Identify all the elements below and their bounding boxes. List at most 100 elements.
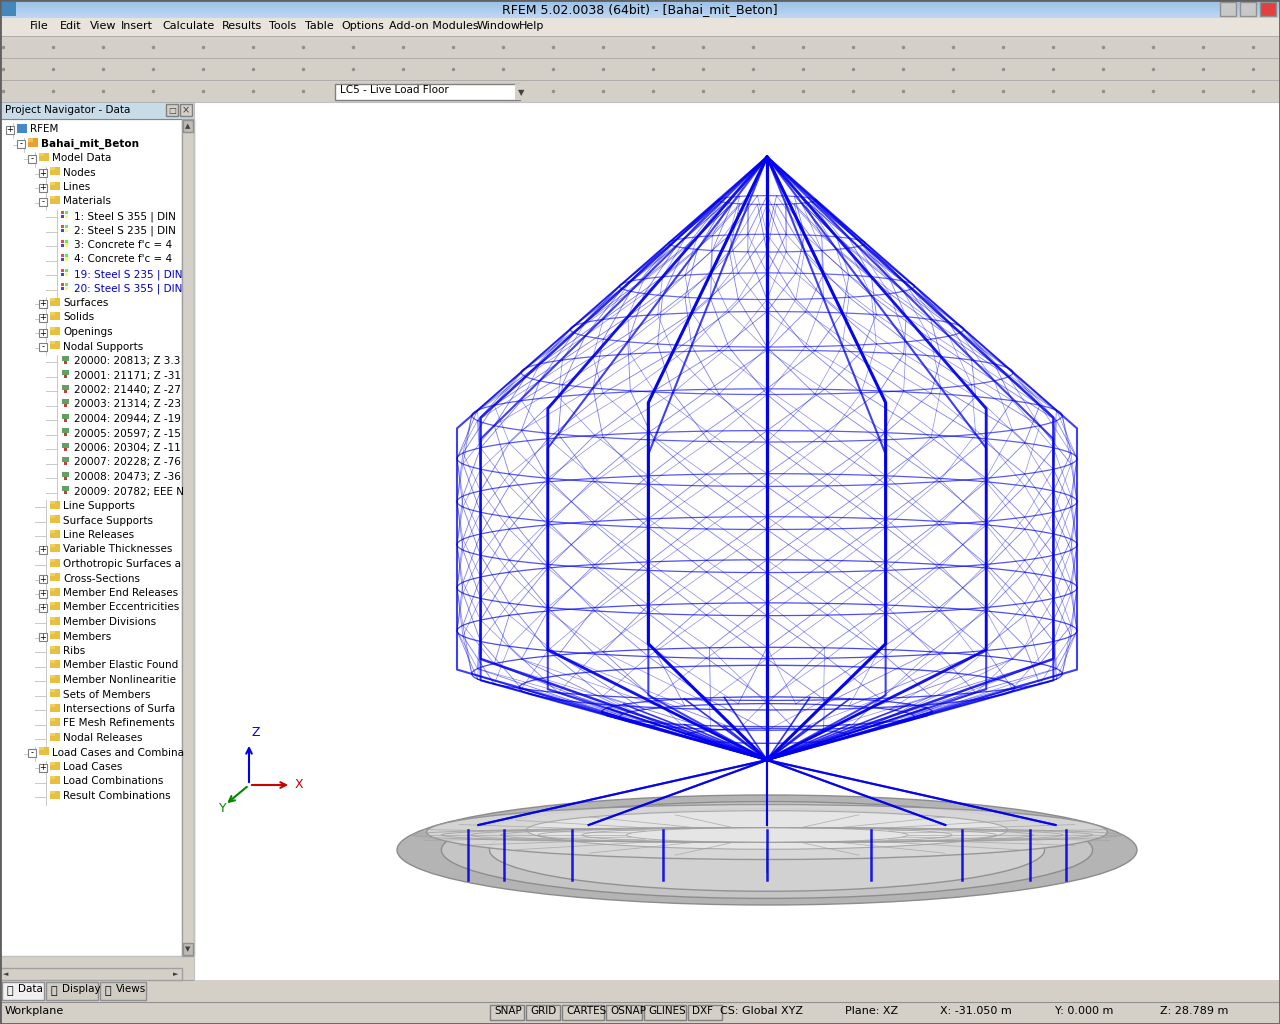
Bar: [50, 573, 60, 581]
Bar: [38, 329, 47, 337]
Text: 20006: 20304; Z -11: 20006: 20304; Z -11: [74, 443, 180, 453]
Bar: [3, 2, 15, 16]
Bar: [0, 58, 1280, 80]
Bar: [28, 155, 36, 163]
Bar: [65, 254, 68, 257]
Text: Lines: Lines: [63, 182, 91, 193]
Text: File: File: [29, 22, 49, 31]
Bar: [50, 602, 60, 610]
Text: Insert: Insert: [120, 22, 152, 31]
Text: 4: Concrete f'c = 4⁠: 4: Concrete f'c = 4⁠: [74, 255, 172, 264]
Bar: [50, 660, 60, 668]
Bar: [50, 675, 55, 678]
Bar: [50, 776, 60, 784]
Bar: [65, 273, 68, 276]
Text: Plane: XZ: Plane: XZ: [845, 1006, 899, 1016]
Bar: [50, 791, 55, 794]
Text: CS: Global XYZ: CS: Global XYZ: [719, 1006, 803, 1016]
Bar: [38, 590, 47, 598]
Text: +: +: [40, 299, 46, 308]
Bar: [64, 477, 67, 480]
Bar: [50, 515, 55, 518]
Bar: [61, 399, 69, 404]
Text: OSNAP: OSNAP: [611, 1006, 646, 1016]
Text: Member End Releases: Member End Releases: [63, 588, 178, 598]
Text: +: +: [40, 183, 46, 193]
Bar: [65, 211, 68, 214]
Bar: [183, 120, 193, 132]
Bar: [605, 1005, 643, 1020]
Text: Member Nonlinearitie: Member Nonlinearitie: [63, 675, 177, 685]
Bar: [50, 762, 60, 770]
Bar: [61, 472, 69, 477]
Text: 20004: 20944; Z -19: 20004: 20944; Z -19: [74, 414, 180, 424]
Bar: [50, 196, 60, 204]
Bar: [50, 776, 55, 779]
Bar: [3, 982, 44, 1000]
Text: 20001: 21171; Z -31: 20001: 21171; Z -31: [74, 371, 180, 381]
Text: Line Releases: Line Releases: [63, 530, 134, 540]
Text: 20002: 21440; Z -27: 20002: 21440; Z -27: [74, 385, 180, 395]
Bar: [50, 196, 55, 199]
Bar: [50, 544, 55, 547]
Bar: [183, 943, 193, 955]
Bar: [50, 617, 60, 625]
Bar: [61, 414, 69, 419]
Bar: [28, 138, 33, 142]
Bar: [50, 646, 60, 654]
Text: 19: Steel S 235 | DIN: 19: Steel S 235 | DIN: [74, 269, 183, 280]
Bar: [64, 419, 67, 422]
Bar: [38, 153, 44, 156]
Text: +: +: [40, 574, 46, 584]
Text: Surfaces: Surfaces: [63, 298, 109, 308]
Bar: [0, 968, 182, 980]
Text: -: -: [31, 749, 33, 758]
Bar: [65, 269, 68, 272]
Bar: [64, 404, 67, 407]
Text: 20000: 20813; Z 3.3: 20000: 20813; Z 3.3: [74, 356, 180, 366]
Text: FE Mesh Refinements: FE Mesh Refinements: [63, 719, 175, 728]
Bar: [61, 443, 69, 449]
Bar: [38, 300, 47, 308]
Bar: [50, 327, 60, 335]
Bar: [50, 718, 60, 726]
Bar: [17, 140, 26, 148]
Text: 🖥: 🖥: [51, 986, 58, 996]
Bar: [50, 341, 55, 344]
Bar: [166, 104, 178, 116]
Text: GRID: GRID: [530, 1006, 557, 1016]
Bar: [0, 80, 1280, 102]
Text: Load Combinations: Load Combinations: [63, 776, 164, 786]
Text: Nodes: Nodes: [63, 168, 96, 177]
Bar: [50, 298, 60, 306]
Bar: [64, 462, 67, 465]
Bar: [50, 791, 60, 799]
Text: 20005: 20597; Z -15: 20005: 20597; Z -15: [74, 428, 180, 438]
Text: □: □: [168, 105, 175, 115]
Bar: [28, 138, 38, 147]
Bar: [50, 341, 60, 349]
Bar: [61, 457, 69, 462]
Text: Member Divisions: Member Divisions: [63, 617, 156, 627]
Text: +: +: [6, 126, 13, 134]
Text: Calculate: Calculate: [163, 22, 215, 31]
Text: +: +: [40, 590, 46, 598]
Bar: [38, 764, 47, 772]
Bar: [61, 287, 64, 290]
Text: SNAP: SNAP: [494, 1006, 522, 1016]
Bar: [38, 343, 47, 351]
Bar: [50, 631, 60, 639]
Bar: [50, 617, 55, 620]
Bar: [50, 675, 60, 683]
Bar: [61, 486, 69, 490]
Bar: [50, 588, 55, 591]
Text: ▲: ▲: [186, 123, 191, 129]
Bar: [0, 0, 1280, 18]
Text: Z: Z: [252, 726, 261, 739]
Text: Intersections of Surfa: Intersections of Surfa: [63, 705, 175, 714]
Bar: [65, 225, 68, 228]
Bar: [64, 375, 67, 378]
Bar: [0, 36, 1280, 58]
Bar: [50, 544, 60, 552]
Text: -: -: [19, 139, 23, 148]
